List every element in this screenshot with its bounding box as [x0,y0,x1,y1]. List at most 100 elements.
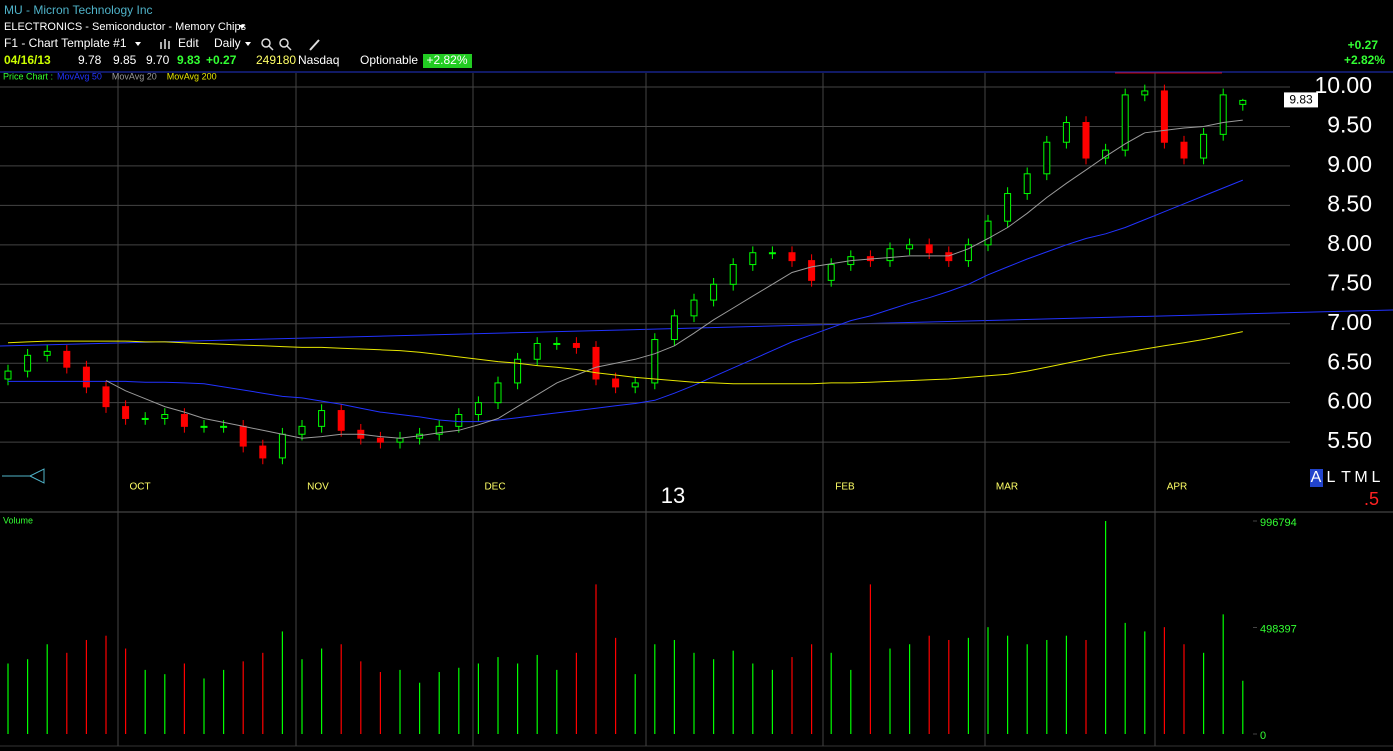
candle-body [1200,133,1208,159]
candle-body [690,299,698,317]
candle-body [455,414,463,427]
optionable: Optionable [360,53,418,67]
candle-body [180,414,188,427]
candle-body [63,350,71,368]
last-price-label: 9.83 [1289,93,1313,107]
template[interactable]: F1 - Chart Template #1 [4,36,127,50]
candle-body [906,244,914,250]
trend-line [0,309,1393,347]
moving-average-line [105,119,1243,439]
sector[interactable]: ELECTRONICS - Semiconductor - Memory Chi… [4,21,247,33]
last-price-box [1284,92,1318,108]
candle-body [102,386,110,408]
candle-body [1180,141,1188,159]
candle-body [945,252,953,262]
y-tick-label: 5.50 [1327,427,1372,453]
candle-body [710,283,718,301]
period[interactable]: Daily [214,36,241,50]
candle-body [827,264,835,281]
candle-body [964,244,972,262]
x-tick-label: OCT [129,482,150,493]
change-badge [423,54,472,68]
candle-body [298,425,306,435]
quote-high: 9.85 [113,53,137,67]
zoom-in[interactable] [261,38,274,51]
candle-body [886,248,894,262]
dropdown-arrow[interactable] [245,42,251,46]
candle-body [729,264,737,285]
scale-button[interactable]: M [1354,469,1367,486]
scroll-arrow[interactable] [2,468,45,484]
candle-body [200,425,208,428]
scale-note: .5 [1364,489,1379,509]
y-tick-label: 8.50 [1327,190,1372,216]
zoom-out[interactable] [279,38,292,51]
candle-body [82,366,90,388]
y-tick-label: 6.50 [1327,348,1372,374]
candle-body [1062,122,1070,143]
candle-body [396,437,404,443]
legend-entry: MovAvg 20 [112,71,157,81]
edit-button[interactable]: Edit [178,36,199,50]
scale-button[interactable]: T [1341,469,1351,486]
candle-body [474,402,482,416]
draw-tool[interactable] [309,39,320,51]
y-tick-label: 10.00 [1314,72,1372,98]
candle-body [925,244,933,254]
candle-body [1160,90,1168,143]
candle-body [278,433,286,459]
legend-entry: MovAvg 50 [57,71,102,81]
y-tick-label: 7.50 [1327,269,1372,295]
quote-last: 9.83 [177,53,201,67]
x-tick-label: NOV [307,482,329,493]
candle-body [4,370,12,380]
x-tick-label: FEB [835,482,855,493]
legend-entry: MovAvg 200 [167,71,217,81]
x-tick-label: DEC [484,482,505,493]
scale-button[interactable]: L [1372,469,1381,486]
candle-body [259,445,267,459]
candle-body [984,220,992,246]
y-tick-label: 498397 [1260,623,1297,635]
candle-body [631,382,639,388]
symbol-title: MU - Micron Technology Inc [4,3,153,17]
candle-body [788,252,796,262]
candle-body [494,382,502,404]
x-tick-label: APR [1167,482,1188,493]
candle-body [612,378,620,388]
candle-body [651,339,659,384]
candle-body [1239,99,1247,105]
candle-body [141,417,149,420]
candle-body [220,425,228,428]
candle-body [768,252,776,255]
y-tick-label: 9.50 [1327,112,1372,138]
scale-button[interactable]: L [1327,469,1336,486]
candle-body [514,358,522,384]
candle-body [1004,193,1012,222]
y-tick-label: 6.00 [1327,388,1372,414]
x-tick-label: MAR [996,482,1018,493]
quote-date: 04/16/13 [4,53,51,67]
candle-body [24,354,32,372]
y-tick-label: 9.00 [1327,151,1372,177]
candle-body [533,342,541,360]
y-tick-label: 996794 [1260,517,1297,529]
dropdown-arrow[interactable] [239,25,245,29]
candle-body [670,315,678,341]
dropdown-arrow[interactable] [135,42,141,46]
quote-low: 9.70 [146,53,170,67]
change-pct-right: +2.82% [1344,53,1385,67]
candle-body [122,406,130,419]
y-tick-label: 0 [1260,730,1266,742]
candle-body [592,346,600,380]
scale-button[interactable]: A [1311,469,1322,486]
candle-body [161,414,169,419]
quote-volume: 249180 [256,53,296,67]
edit-icon[interactable] [160,39,170,49]
candle-body [43,350,51,356]
candle-body [553,342,561,345]
volume-label: Volume [3,515,33,525]
candle-body [435,425,443,435]
candle-body [1043,141,1051,175]
candle-body [376,437,384,443]
